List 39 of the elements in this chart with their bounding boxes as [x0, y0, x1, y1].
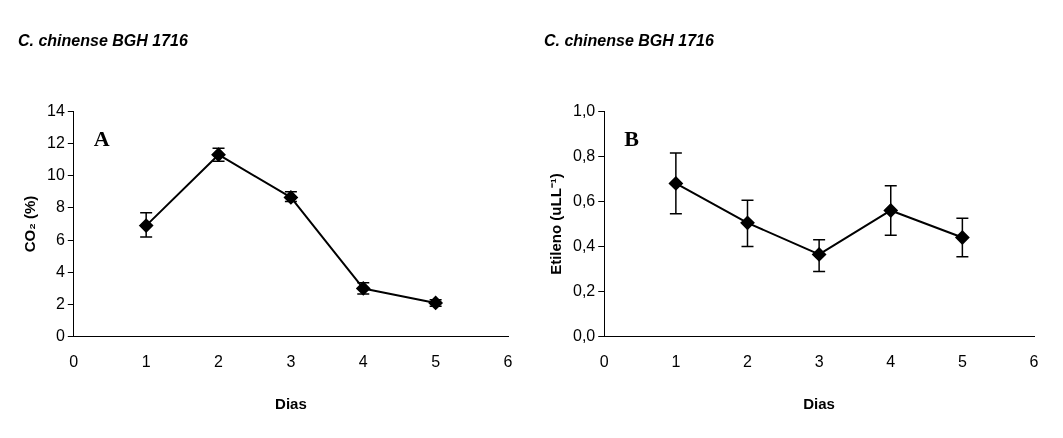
point	[740, 215, 755, 230]
x-tick-label: 5	[957, 352, 967, 370]
y-tick-label: 0,6	[572, 191, 596, 209]
y-tick-label: 0,4	[572, 236, 596, 254]
y-tick-label: 12	[47, 133, 65, 151]
x-tick-label: 2	[743, 352, 753, 370]
x-tick-label: 2	[214, 352, 224, 370]
y-axis-title: Etileno (uLL⁻¹)	[547, 173, 565, 275]
y-tick-label: 0	[55, 327, 65, 345]
point	[955, 230, 970, 245]
y-tick-label: 6	[55, 230, 65, 248]
x-tick-label: 6	[1029, 352, 1039, 370]
y-tick-label: 14	[47, 101, 65, 119]
chart-title: C. chinense BGH 1716	[18, 32, 188, 50]
annotation: A	[93, 125, 110, 151]
y-tick-label: 10	[47, 166, 65, 184]
x-tick-label: 4	[886, 352, 896, 370]
point	[883, 203, 898, 218]
y-tick-label: 8	[55, 198, 65, 216]
y-axis-title: CO₂ (%)	[21, 195, 39, 253]
x-tick-label: 4	[358, 352, 368, 370]
x-axis-title: Dias	[803, 395, 835, 413]
x-tick-label: 0	[599, 352, 609, 370]
x-tick-label: 1	[141, 352, 151, 370]
y-tick-label: 4	[55, 262, 65, 280]
chart-title: C. chinense BGH 1716	[544, 32, 714, 50]
y-tick-label: 0,2	[572, 282, 596, 300]
x-tick-label: 3	[286, 352, 296, 370]
y-tick-label: 0,8	[572, 146, 596, 164]
y-tick-label: 0,0	[572, 327, 596, 345]
x-tick-label: 0	[69, 352, 79, 370]
x-tick-label: 3	[814, 352, 824, 370]
x-tick-label: 5	[431, 352, 441, 370]
x-tick-label: 6	[503, 352, 513, 370]
annotation: B	[624, 125, 640, 151]
y-tick-label: 1,0	[572, 101, 596, 119]
y-tick-label: 2	[55, 294, 65, 312]
x-tick-label: 1	[671, 352, 681, 370]
x-axis-title: Dias	[275, 395, 307, 413]
